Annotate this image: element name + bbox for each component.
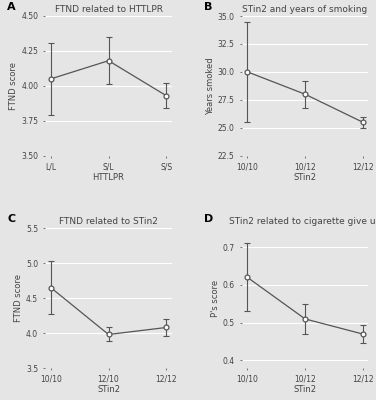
Y-axis label: Years smoked: Years smoked	[206, 57, 215, 115]
Text: C: C	[7, 214, 15, 224]
Y-axis label: FTND score: FTND score	[14, 274, 23, 322]
Title: FTND related to HTTLPR: FTND related to HTTLPR	[55, 5, 162, 14]
X-axis label: HTTLPR: HTTLPR	[92, 173, 124, 182]
Text: D: D	[204, 214, 213, 224]
Title: STin2 related to cigarette give up: STin2 related to cigarette give up	[229, 217, 376, 226]
Text: A: A	[7, 2, 16, 12]
X-axis label: STin2: STin2	[294, 173, 317, 182]
Title: FTND related to STin2: FTND related to STin2	[59, 217, 158, 226]
Text: B: B	[204, 2, 212, 12]
X-axis label: STin2: STin2	[294, 385, 317, 394]
Text: **: **	[0, 399, 1, 400]
Title: STin2 and years of smoking: STin2 and years of smoking	[243, 5, 368, 14]
X-axis label: STin2: STin2	[97, 385, 120, 394]
Text: *: *	[0, 399, 1, 400]
Y-axis label: P's score: P's score	[211, 280, 220, 317]
Y-axis label: FTND score: FTND score	[9, 62, 18, 110]
